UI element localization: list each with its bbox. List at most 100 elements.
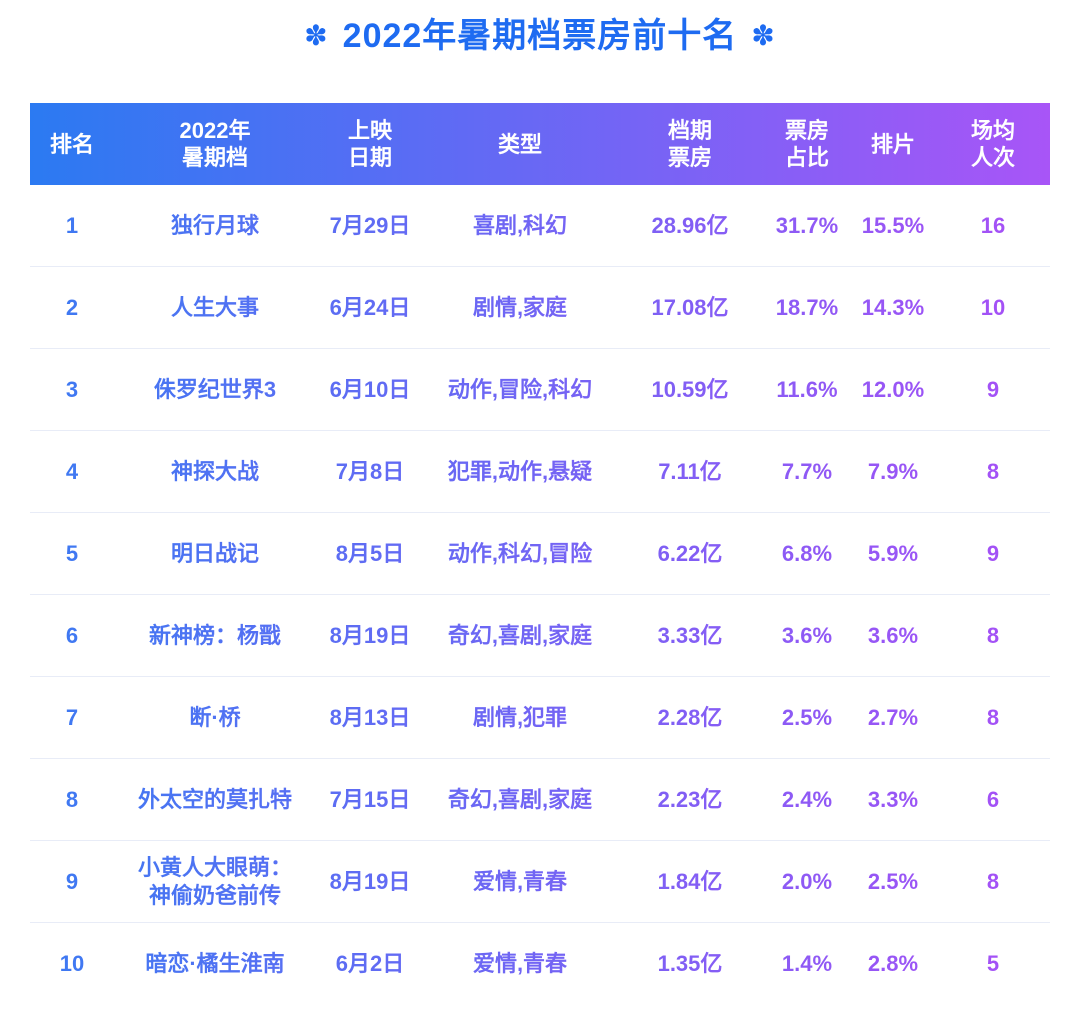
cell-avg_attendance: 16: [980, 212, 1006, 238]
cell-title: 人生大事: [170, 294, 259, 320]
cell-rank: 10: [59, 951, 85, 976]
cell-title: 断·桥: [189, 704, 241, 730]
cell-screening_ratio: 2.5%: [867, 868, 919, 894]
cell-box_office: 3.33亿: [657, 622, 723, 648]
page-title-text: 2022年暑期档票房前十名: [342, 17, 738, 55]
table-row: 5 明日战记 8月5日 动作,科幻,冒险 6.22亿 6.8% 5.9% 9: [30, 513, 1050, 595]
cell-title: 神探大战: [170, 458, 259, 484]
col-header-screening-ratio: 排片: [870, 131, 915, 157]
cell-rank: 3: [65, 376, 79, 402]
cell-box_office: 6.22亿: [657, 540, 723, 566]
cell-screening_ratio: 3.6%: [867, 622, 919, 648]
cell-share: 6.8%: [781, 540, 833, 566]
cell-box_office: 2.23亿: [657, 786, 723, 812]
col-header-box-office: 档期 票房: [667, 118, 712, 170]
table-row: 8 外太空的莫扎特 7月15日 奇幻,喜剧,家庭 2.23亿 2.4% 3.3%…: [30, 759, 1050, 841]
table-row: 4 神探大战 7月8日 犯罪,动作,悬疑 7.11亿 7.7% 7.9% 8: [30, 431, 1050, 513]
cell-screening_ratio: 2.7%: [867, 704, 919, 730]
table-body: 1 独行月球 7月29日 喜剧,科幻 28.96亿 31.7% 15.5% 16…: [30, 185, 1050, 1005]
cell-screening_ratio: 15.5%: [861, 212, 925, 238]
cell-share: 31.7%: [775, 212, 839, 238]
cell-date: 8月13日: [329, 704, 411, 730]
cell-box_office: 10.59亿: [651, 376, 729, 402]
cell-rank: 6: [65, 622, 79, 648]
table-header: 排名 2022年 暑期档 上映 日期 类型 档期 票房 票房 占比 排片 场均 …: [30, 103, 1050, 185]
table-row: 6 新神榜：杨戬 8月19日 奇幻,喜剧,家庭 3.33亿 3.6% 3.6% …: [30, 595, 1050, 677]
cell-share: 18.7%: [775, 294, 839, 320]
cell-rank: 4: [65, 458, 79, 484]
cell-rank: 7: [65, 704, 79, 730]
cell-avg_attendance: 8: [986, 458, 1000, 484]
cell-title: 侏罗纪世界3: [153, 376, 277, 402]
cell-share: 3.6%: [781, 622, 833, 648]
cell-avg_attendance: 10: [980, 294, 1006, 320]
cell-date: 7月29日: [329, 212, 411, 238]
table-row: 10 暗恋·橘生淮南 6月2日 爱情,青春 1.35亿 1.4% 2.8% 5: [30, 923, 1050, 1005]
cell-box_office: 7.11亿: [658, 458, 722, 484]
cell-box_office: 28.96亿: [651, 212, 729, 238]
cell-title: 明日战记: [170, 540, 259, 566]
cell-genres: 动作,冒险,科幻: [447, 376, 593, 402]
cell-screening_ratio: 3.3%: [867, 786, 919, 812]
cell-screening_ratio: 7.9%: [867, 458, 919, 484]
cell-title: 新神榜：杨戬: [148, 622, 281, 648]
cell-screening_ratio: 14.3%: [861, 294, 925, 320]
cell-box_office: 1.35亿: [657, 951, 723, 976]
cell-share: 11.6%: [776, 376, 838, 402]
cell-rank: 2: [65, 294, 79, 320]
col-header-genres: 类型: [497, 131, 542, 157]
page-title: ✽ 2022年暑期档票房前十名 ✽: [0, 0, 1080, 58]
cell-avg_attendance: 8: [986, 704, 1000, 730]
cell-genres: 犯罪,动作,悬疑: [447, 458, 593, 484]
movie-table: 排名 2022年 暑期档 上映 日期 类型 档期 票房 票房 占比 排片 场均 …: [30, 103, 1050, 1005]
col-header-title: 2022年 暑期档: [179, 118, 251, 170]
cell-rank: 9: [65, 868, 79, 894]
cell-date: 8月19日: [329, 622, 411, 648]
cell-date: 7月8日: [335, 458, 405, 484]
cell-date: 6月24日: [329, 294, 411, 320]
cell-title: 外太空的莫扎特: [137, 786, 292, 812]
cell-title: 独行月球: [170, 212, 259, 238]
cell-title: 小黄人大眼萌： 神偷奶爸前传: [137, 854, 292, 908]
cell-genres: 剧情,犯罪: [472, 704, 568, 730]
asterisk-icon: ✽: [304, 20, 329, 51]
cell-date: 7月15日: [329, 786, 411, 812]
cell-date: 6月2日: [335, 951, 405, 976]
cell-box_office: 1.84亿: [657, 868, 723, 894]
cell-rank: 1: [65, 212, 79, 238]
table-row: 7 断·桥 8月13日 剧情,犯罪 2.28亿 2.5% 2.7% 8: [30, 677, 1050, 759]
col-header-rank: 排名: [49, 131, 94, 157]
cell-avg_attendance: 9: [986, 376, 1000, 402]
cell-box_office: 17.08亿: [651, 294, 729, 320]
col-header-share: 票房 占比: [784, 118, 829, 170]
asterisk-icon: ✽: [751, 20, 776, 51]
cell-genres: 爱情,青春: [472, 951, 568, 976]
col-header-date: 上映 日期: [347, 118, 392, 170]
cell-screening_ratio: 5.9%: [867, 540, 919, 566]
cell-avg_attendance: 6: [986, 786, 1000, 812]
cell-genres: 喜剧,科幻: [472, 212, 568, 238]
cell-avg_attendance: 9: [986, 540, 1000, 566]
cell-rank: 5: [65, 540, 79, 566]
cell-title: 暗恋·橘生淮南: [145, 951, 285, 976]
table-row: 3 侏罗纪世界3 6月10日 动作,冒险,科幻 10.59亿 11.6% 12.…: [30, 349, 1050, 431]
cell-rank: 8: [65, 786, 79, 812]
col-header-avg-attendance: 场均 人次: [970, 118, 1015, 170]
cell-share: 2.5%: [781, 704, 833, 730]
cell-avg_attendance: 8: [986, 868, 1000, 894]
cell-genres: 奇幻,喜剧,家庭: [447, 786, 593, 812]
cell-genres: 动作,科幻,冒险: [447, 540, 593, 566]
cell-avg_attendance: 5: [986, 951, 1000, 976]
cell-genres: 剧情,家庭: [472, 294, 568, 320]
cell-share: 2.0%: [781, 868, 833, 894]
cell-share: 7.7%: [781, 458, 833, 484]
cell-genres: 爱情,青春: [472, 868, 568, 894]
table-row: 1 独行月球 7月29日 喜剧,科幻 28.96亿 31.7% 15.5% 16: [30, 185, 1050, 267]
cell-date: 8月5日: [335, 540, 405, 566]
cell-date: 8月19日: [329, 868, 411, 894]
cell-share: 1.4%: [781, 951, 833, 976]
table-row: 9 小黄人大眼萌： 神偷奶爸前传 8月19日 爱情,青春 1.84亿 2.0% …: [30, 841, 1050, 923]
cell-screening_ratio: 2.8%: [867, 951, 919, 976]
cell-avg_attendance: 8: [986, 622, 1000, 648]
